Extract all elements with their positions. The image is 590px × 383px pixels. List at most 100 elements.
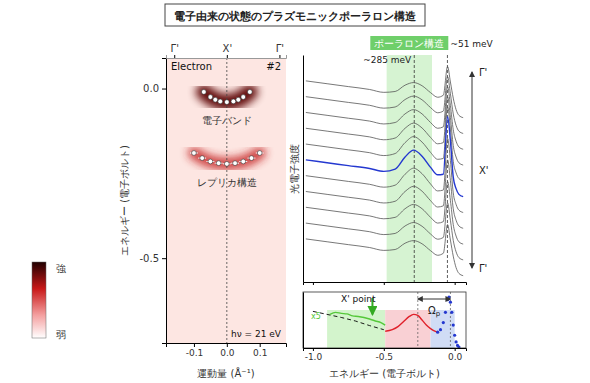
data-point (442, 321, 445, 324)
spectrum-line (306, 225, 463, 276)
title-box (165, 4, 425, 26)
y-axis-title: エネルギー (電子ボルト) (119, 145, 130, 256)
data-point (236, 97, 241, 102)
spectrum-line (306, 107, 463, 181)
tick: -0.5 (376, 348, 394, 362)
spectrum-line (306, 117, 463, 197)
data-point (249, 156, 254, 161)
band-label: ポーラロン構造 (374, 38, 444, 49)
plot-area (306, 55, 463, 282)
tick-label: X' (223, 43, 233, 54)
axis-line (304, 349, 467, 352)
tick-label: 0.1 (253, 348, 267, 358)
colorbar-high: 強 (56, 263, 66, 274)
figure: 電子由来の状態のプラズモニックポーラロン構造電子バンドレプリカ構造Electro… (0, 0, 590, 383)
panel-label: Electron (171, 61, 212, 72)
panel-number: #2 (266, 61, 281, 72)
region (327, 310, 385, 348)
marker-label: ~285 meV (363, 55, 412, 65)
data-point (201, 90, 206, 95)
data-point (216, 161, 221, 166)
tick-mark (174, 55, 175, 58)
photon-energy: hν = 21 eV (231, 329, 282, 339)
tick-mark (279, 55, 280, 58)
data-point (454, 340, 457, 343)
spectrum-line (330, 312, 385, 325)
spectrum-line (306, 77, 463, 134)
tick-label: 0.0 (143, 83, 159, 94)
data-point (200, 156, 205, 161)
data-point (453, 334, 456, 337)
tick-label: -0.5 (376, 352, 394, 362)
data-point (208, 95, 213, 100)
tick (455, 282, 456, 285)
spectrum-line (306, 66, 463, 117)
colorbar (32, 262, 46, 338)
tick (384, 282, 385, 285)
omega-guide (417, 292, 418, 348)
axis: Γ' X' Γ' (167, 43, 287, 59)
tick-label: -0.5 (139, 253, 159, 264)
x-axis-title: 運動量 (Å⁻¹) (197, 367, 254, 379)
polaron-band (387, 55, 432, 282)
tick: 0.0 (143, 83, 166, 94)
y-axis-title: 光電子強度 (289, 144, 300, 194)
side-label: X' (479, 165, 489, 176)
data-point (439, 328, 442, 331)
data-point (192, 151, 197, 156)
data-point (208, 159, 213, 164)
axis (303, 56, 304, 283)
tick: X' (223, 43, 233, 58)
axis-line (167, 55, 287, 59)
tick-mark (384, 348, 385, 351)
title: 電子由来の状態のプラズモニックポーラロン構造 (174, 10, 417, 23)
data-point (444, 311, 447, 314)
tick-label: Γ' (171, 43, 179, 54)
image-background (166, 58, 286, 343)
spectrum-line (385, 314, 437, 332)
axis-line (304, 283, 467, 286)
omega-label: Ωp (428, 305, 441, 318)
data-point (247, 90, 252, 95)
spectrum-line (306, 138, 463, 212)
tick-label: -1.0 (305, 352, 323, 362)
x-axis-title: エネルギー (電子ボルト) (329, 368, 440, 379)
data-point (233, 161, 238, 166)
band-header (370, 36, 448, 50)
data-point (447, 295, 450, 298)
spectrum-line (306, 97, 463, 165)
tick: 0.0 (448, 348, 463, 362)
colorbar-low: 弱 (56, 329, 66, 340)
data-point (452, 323, 455, 326)
plot-frame (303, 292, 466, 348)
data-point (257, 151, 262, 156)
tick-label: -0.1 (186, 348, 204, 358)
omega-guide (450, 292, 451, 348)
tick-mark (384, 282, 385, 285)
plot-area (166, 58, 286, 343)
marker-label: ~51 meV (450, 39, 493, 49)
tick-mark (162, 258, 166, 259)
tick-mark (260, 343, 261, 347)
omega-arrow (418, 299, 451, 300)
tick-mark (455, 348, 456, 351)
axis-line (303, 293, 304, 349)
tick-mark (313, 282, 314, 285)
band-label: 電子バンド (202, 115, 252, 126)
data-point (436, 331, 439, 334)
axis (304, 282, 467, 285)
plot-area (313, 292, 461, 348)
region (385, 310, 430, 348)
tick: 0.0 (220, 343, 235, 358)
axis: 0.0 -0.5 (139, 59, 166, 344)
tick (313, 282, 314, 285)
axis (303, 293, 304, 349)
side-label: Γ' (479, 67, 487, 78)
spectrum-line (306, 160, 463, 228)
tick: Γ' (171, 43, 179, 58)
data-point (213, 97, 218, 102)
tick-mark (227, 55, 228, 58)
panel-title: X' point (341, 294, 376, 304)
tick: Γ' (276, 43, 284, 58)
axis-line (167, 344, 287, 348)
